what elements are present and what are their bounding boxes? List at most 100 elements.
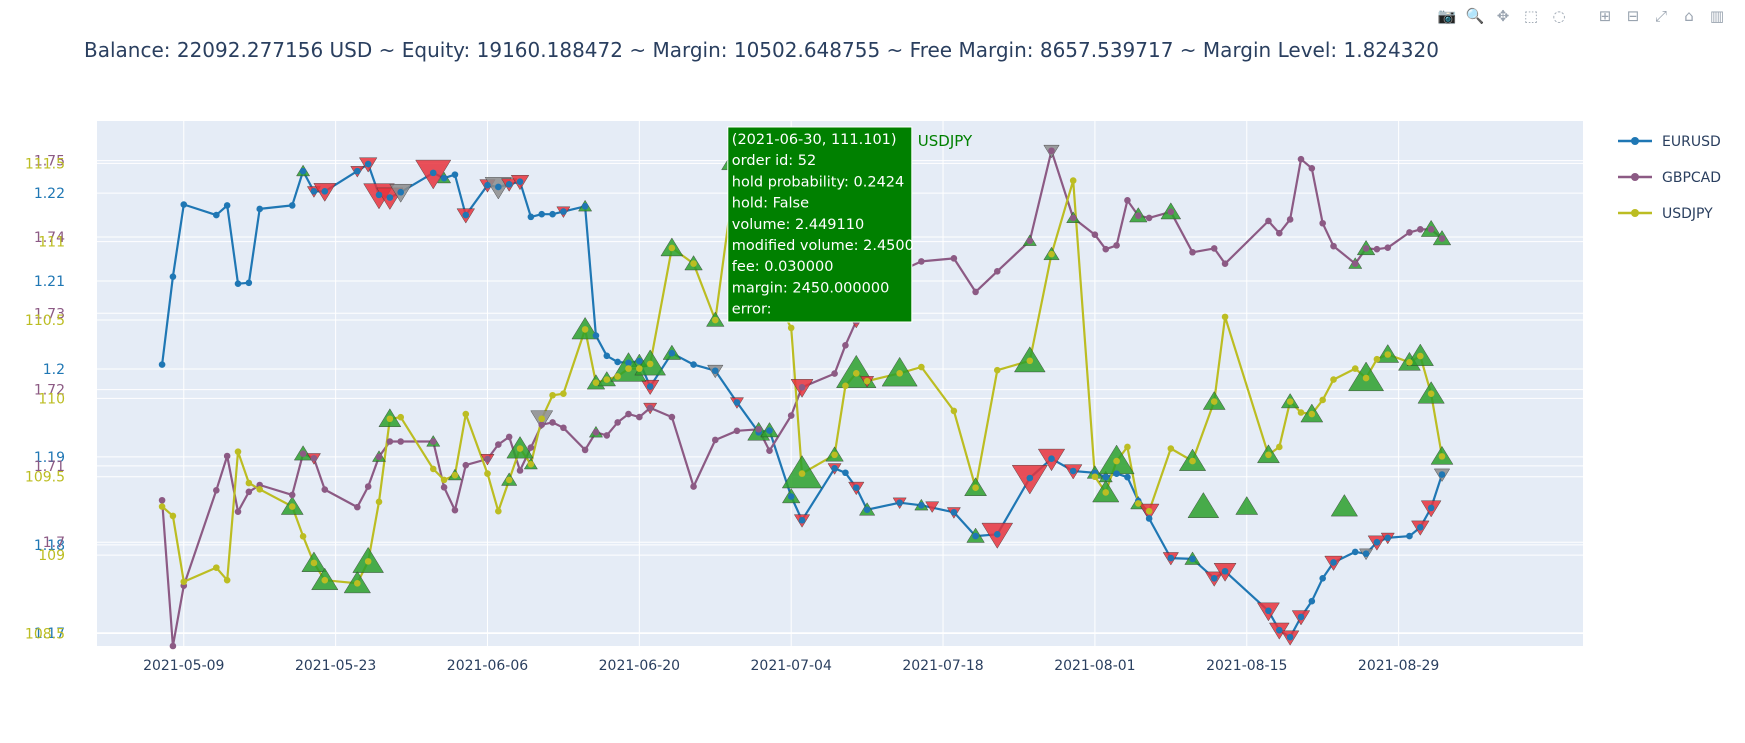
data-point-eurusd[interactable] xyxy=(1124,473,1131,481)
data-point-usdjpy[interactable] xyxy=(321,576,329,584)
data-point-eurusd[interactable] xyxy=(625,359,632,367)
data-point-usdjpy[interactable] xyxy=(863,377,871,385)
data-point-gbpcad[interactable] xyxy=(1265,217,1272,225)
data-point-usdjpy[interactable] xyxy=(310,559,318,567)
data-point-usdjpy[interactable] xyxy=(234,448,242,455)
pan-icon[interactable]: ✥ xyxy=(1496,7,1510,25)
trade-marker-long[interactable] xyxy=(1187,492,1220,518)
data-point-gbpcad[interactable] xyxy=(1210,245,1218,252)
data-point-usdjpy[interactable] xyxy=(288,503,296,510)
data-point-usdjpy[interactable] xyxy=(614,373,621,380)
data-point-usdjpy[interactable] xyxy=(1265,451,1272,459)
data-point-eurusd[interactable] xyxy=(354,167,361,175)
legend-item-gbpcad[interactable]: GBPCAD xyxy=(1618,170,1721,186)
data-point-usdjpy[interactable] xyxy=(462,410,470,418)
data-point-usdjpy[interactable] xyxy=(972,484,979,492)
data-point-eurusd[interactable] xyxy=(1069,467,1077,475)
data-point-gbpcad[interactable] xyxy=(1438,235,1446,242)
data-point-usdjpy[interactable] xyxy=(1406,359,1413,366)
data-point-eurusd[interactable] xyxy=(462,211,470,219)
data-point-eurusd[interactable] xyxy=(538,210,546,218)
data-point-eurusd[interactable] xyxy=(245,279,253,287)
data-point-usdjpy[interactable] xyxy=(1167,445,1175,452)
data-point-gbpcad[interactable] xyxy=(646,404,654,412)
data-point-gbpcad[interactable] xyxy=(993,268,1001,275)
data-point-eurusd[interactable] xyxy=(158,361,166,368)
data-point-usdjpy[interactable] xyxy=(1373,355,1381,363)
data-point-gbpcad[interactable] xyxy=(538,421,546,429)
data-point-gbpcad[interactable] xyxy=(842,342,849,349)
data-point-gbpcad[interactable] xyxy=(1091,231,1099,238)
data-point-eurusd[interactable] xyxy=(842,469,849,477)
data-point-usdjpy[interactable] xyxy=(625,365,632,372)
data-point-usdjpy[interactable] xyxy=(668,244,676,252)
legend[interactable]: EURUSD GBPCAD USDJPY xyxy=(1618,134,1721,222)
data-point-eurusd[interactable] xyxy=(527,213,535,221)
data-point-gbpcad[interactable] xyxy=(299,450,307,458)
data-point-usdjpy[interactable] xyxy=(852,370,860,377)
data-point-gbpcad[interactable] xyxy=(386,438,394,445)
data-point-eurusd[interactable] xyxy=(1026,474,1034,482)
data-point-gbpcad[interactable] xyxy=(505,433,513,441)
data-point-usdjpy[interactable] xyxy=(354,580,361,587)
data-point-usdjpy[interactable] xyxy=(375,498,383,506)
data-point-eurusd[interactable] xyxy=(733,399,741,406)
data-point-usdjpy[interactable] xyxy=(538,415,546,423)
data-point-gbpcad[interactable] xyxy=(636,413,643,421)
data-point-eurusd[interactable] xyxy=(495,183,502,191)
data-point-eurusd[interactable] xyxy=(787,493,795,500)
data-point-gbpcad[interactable] xyxy=(354,503,361,511)
data-point-gbpcad[interactable] xyxy=(1221,260,1229,267)
data-point-usdjpy[interactable] xyxy=(1210,398,1218,405)
data-point-eurusd[interactable] xyxy=(375,191,383,199)
data-point-gbpcad[interactable] xyxy=(1113,242,1120,249)
data-point-eurusd[interactable] xyxy=(397,188,405,196)
data-point-gbpcad[interactable] xyxy=(1069,214,1077,222)
data-point-eurusd[interactable] xyxy=(690,361,697,368)
data-point-eurusd[interactable] xyxy=(918,501,925,509)
data-point-gbpcad[interactable] xyxy=(1048,147,1055,155)
data-point-eurusd[interactable] xyxy=(1297,613,1305,621)
data-point-eurusd[interactable] xyxy=(1113,470,1120,477)
data-point-eurusd[interactable] xyxy=(310,188,318,195)
data-point-usdjpy[interactable] xyxy=(1427,390,1435,397)
data-point-eurusd[interactable] xyxy=(668,349,676,357)
data-point-usdjpy[interactable] xyxy=(1362,374,1370,382)
data-point-gbpcad[interactable] xyxy=(527,444,535,451)
data-point-gbpcad[interactable] xyxy=(603,432,611,439)
data-point-usdjpy[interactable] xyxy=(690,260,697,267)
data-point-eurusd[interactable] xyxy=(386,194,394,201)
data-point-usdjpy[interactable] xyxy=(1102,489,1110,496)
data-point-usdjpy[interactable] xyxy=(1416,352,1424,360)
data-point-gbpcad[interactable] xyxy=(1362,245,1370,252)
data-point-eurusd[interactable] xyxy=(950,509,958,516)
data-point-eurusd[interactable] xyxy=(863,506,871,513)
data-point-usdjpy[interactable] xyxy=(842,382,849,390)
data-point-gbpcad[interactable] xyxy=(1124,197,1131,204)
data-point-usdjpy[interactable] xyxy=(1189,457,1196,465)
data-point-usdjpy[interactable] xyxy=(1048,250,1055,258)
data-point-gbpcad[interactable] xyxy=(245,488,253,496)
legend-item-usdjpy[interactable]: USDJPY xyxy=(1618,206,1713,222)
data-point-usdjpy[interactable] xyxy=(918,363,925,371)
data-point-eurusd[interactable] xyxy=(896,499,903,506)
data-point-usdjpy[interactable] xyxy=(1145,507,1153,515)
autoscale-icon[interactable]: ⤢ xyxy=(1654,7,1667,25)
data-point-eurusd[interactable] xyxy=(1265,607,1272,615)
data-point-eurusd[interactable] xyxy=(516,178,524,185)
data-point-eurusd[interactable] xyxy=(223,202,231,209)
data-point-usdjpy[interactable] xyxy=(646,360,654,368)
data-point-usdjpy[interactable] xyxy=(451,471,459,479)
data-point-usdjpy[interactable] xyxy=(1091,473,1099,481)
data-point-usdjpy[interactable] xyxy=(158,503,166,510)
data-point-eurusd[interactable] xyxy=(1362,550,1370,557)
plotly-logo-icon[interactable]: ▥ xyxy=(1709,7,1725,25)
data-point-eurusd[interactable] xyxy=(972,532,979,540)
legend-item-eurusd[interactable]: EURUSD xyxy=(1618,134,1721,150)
data-point-eurusd[interactable] xyxy=(798,516,806,524)
data-point-usdjpy[interactable] xyxy=(1026,357,1034,365)
data-point-gbpcad[interactable] xyxy=(1427,226,1435,233)
data-point-usdjpy[interactable] xyxy=(1221,313,1229,321)
data-point-gbpcad[interactable] xyxy=(288,491,296,499)
data-point-eurusd[interactable] xyxy=(592,332,600,339)
